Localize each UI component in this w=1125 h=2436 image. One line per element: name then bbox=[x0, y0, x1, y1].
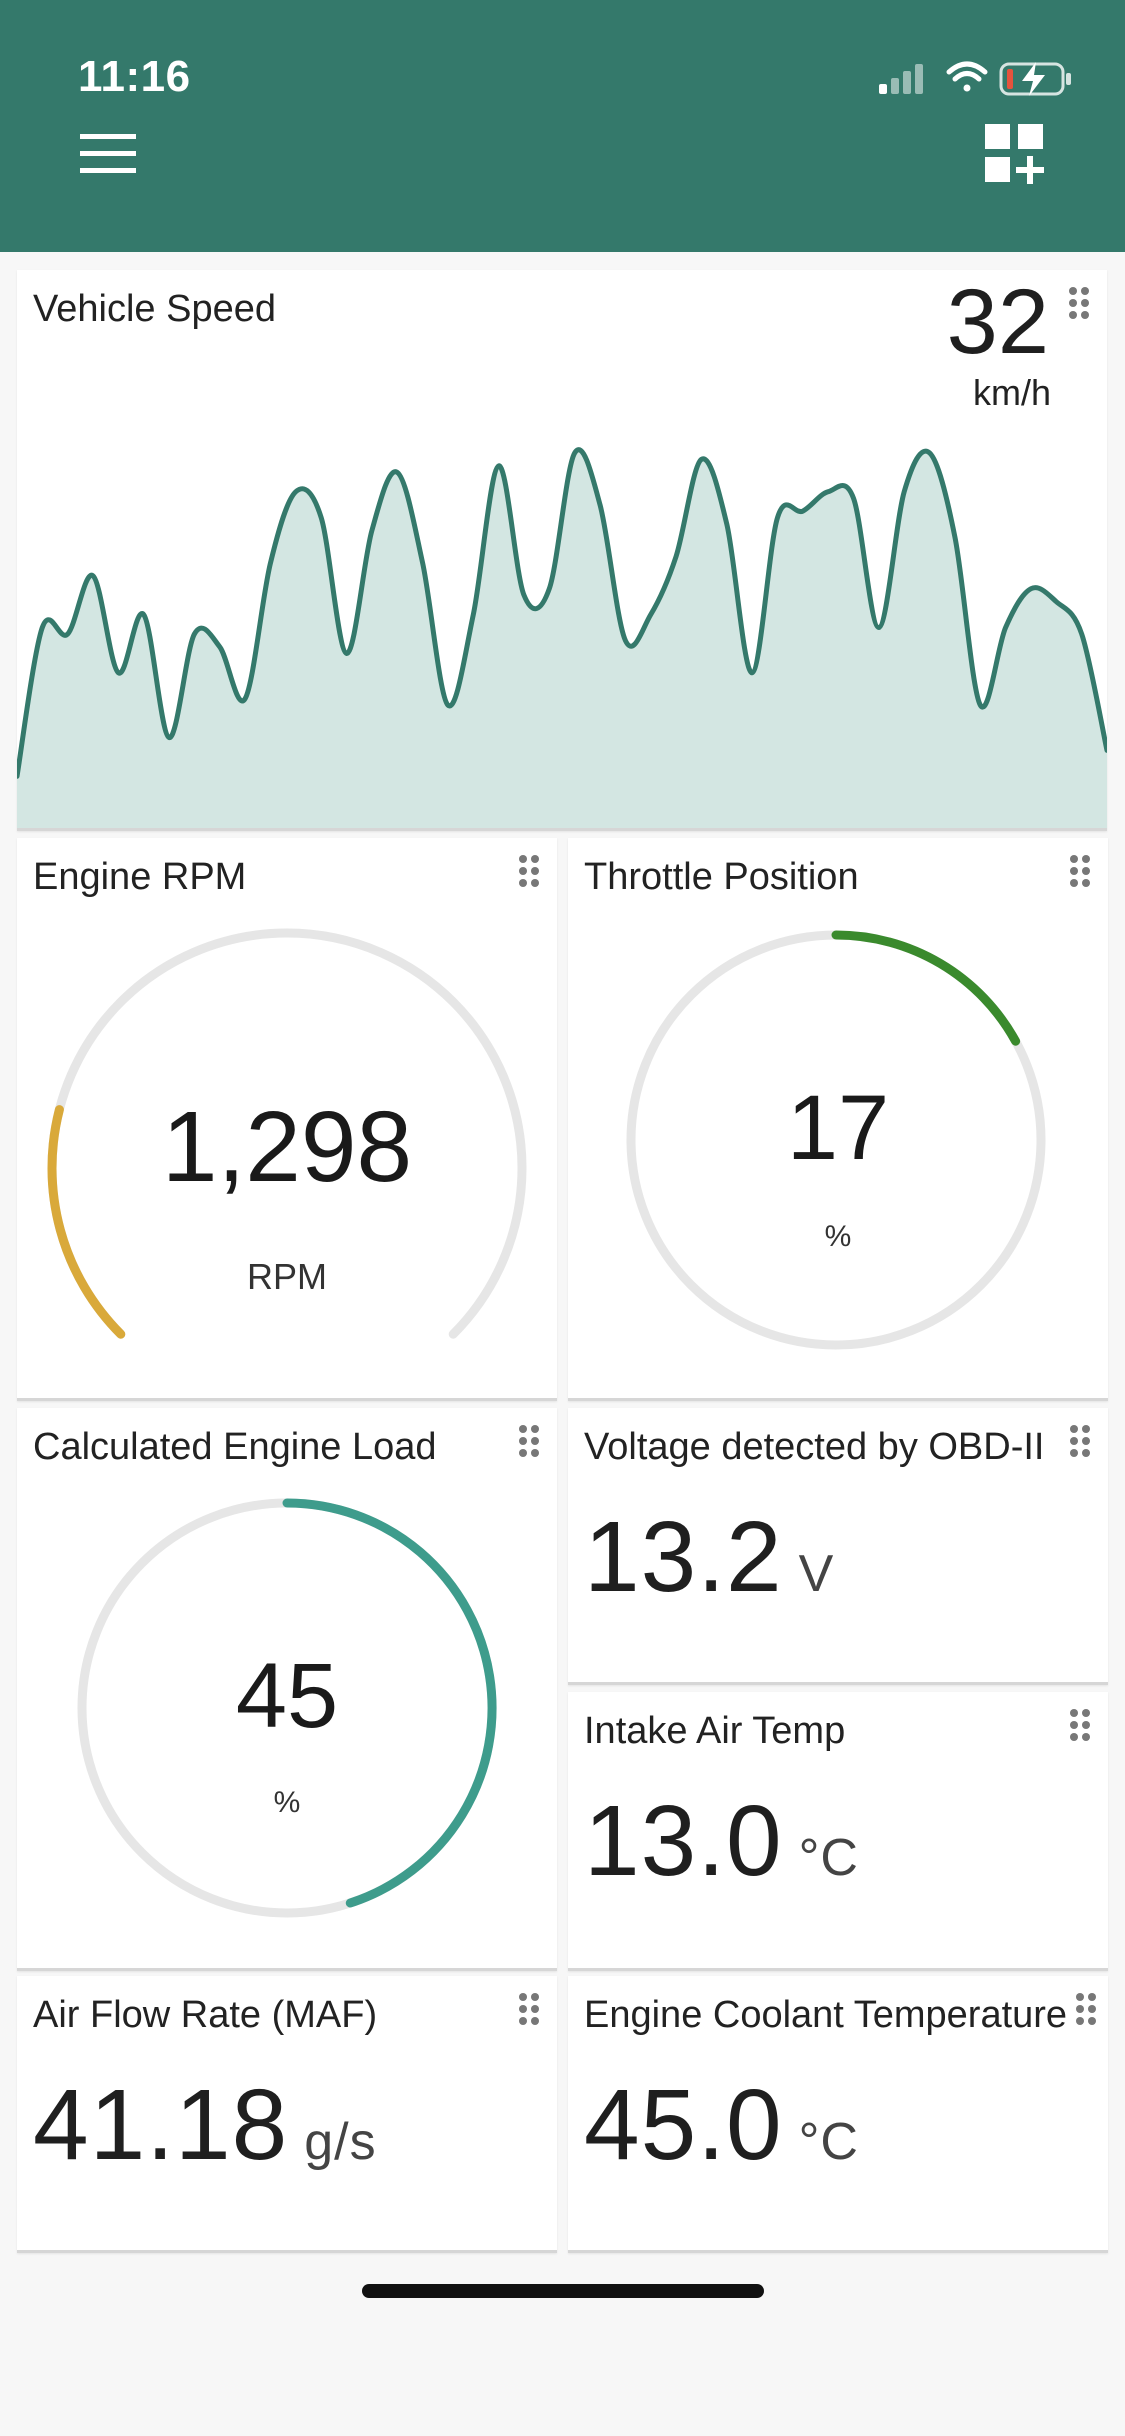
coolant-temp-card[interactable]: Engine Coolant Temperature 45.0 °C bbox=[568, 1976, 1108, 2253]
intake-air-temp-unit: °C bbox=[798, 1829, 859, 1887]
cellular-signal-icon bbox=[879, 64, 923, 94]
throttle-gauge bbox=[626, 930, 1046, 1350]
maf-unit: g/s bbox=[304, 2113, 377, 2171]
coolant-temp-title: Engine Coolant Temperature bbox=[584, 1994, 1068, 2036]
engine-load-value: 45 bbox=[235, 1645, 339, 1747]
rpm-gauge-arc bbox=[47, 1105, 126, 1339]
vehicle-speed-chart bbox=[17, 447, 1107, 828]
engine-load-title: Calculated Engine Load bbox=[33, 1426, 437, 1468]
rpm-unit: RPM bbox=[247, 1256, 327, 1297]
drag-handle-icon[interactable] bbox=[1068, 1424, 1092, 1458]
voltage-reading: 13.2 V bbox=[584, 1500, 834, 1615]
drag-handle-icon[interactable] bbox=[1074, 1992, 1098, 2026]
battery-charging-icon bbox=[999, 62, 1071, 96]
vehicle-speed-title: Vehicle Speed bbox=[33, 288, 276, 330]
app-header: 11:16 bbox=[0, 0, 1125, 252]
engine-load-unit: % bbox=[273, 1786, 301, 1819]
throttle-position-card[interactable]: Throttle Position 17 % bbox=[568, 838, 1108, 1401]
vehicle-speed-unit: km/h bbox=[972, 372, 1051, 413]
maf-value: 41.18 bbox=[33, 2069, 289, 2181]
wifi-icon bbox=[946, 61, 988, 92]
throttle-unit: % bbox=[824, 1220, 852, 1253]
intake-air-temp-card[interactable]: Intake Air Temp 13.0 °C bbox=[568, 1692, 1108, 1971]
coolant-temp-reading: 45.0 °C bbox=[584, 2068, 859, 2183]
maf-reading: 41.18 g/s bbox=[33, 2068, 377, 2183]
speed-line bbox=[17, 447, 1107, 779]
vehicle-speed-value: 32 bbox=[946, 271, 1049, 373]
coolant-temp-value: 45.0 bbox=[584, 2069, 783, 2181]
rpm-value: 1,298 bbox=[161, 1091, 413, 1203]
intake-air-temp-title: Intake Air Temp bbox=[584, 1710, 846, 1752]
maf-card[interactable]: Air Flow Rate (MAF) 41.18 g/s bbox=[17, 1976, 557, 2253]
voltage-unit: V bbox=[798, 1545, 835, 1603]
engine-rpm-card[interactable]: Engine RPM 1,298 RPM bbox=[17, 838, 557, 1401]
drag-handle-icon[interactable] bbox=[517, 1992, 541, 2026]
dashboard-add-icon[interactable] bbox=[985, 124, 1045, 184]
throttle-title: Throttle Position bbox=[584, 856, 859, 898]
home-indicator bbox=[362, 2284, 764, 2298]
maf-title: Air Flow Rate (MAF) bbox=[33, 1994, 378, 2036]
hamburger-menu-icon[interactable] bbox=[80, 134, 136, 174]
status-icons bbox=[879, 61, 1071, 96]
vehicle-speed-card[interactable]: Vehicle Speed 32 km/h bbox=[17, 270, 1107, 831]
voltage-value: 13.2 bbox=[584, 1501, 783, 1613]
speed-area bbox=[17, 449, 1107, 828]
throttle-value: 17 bbox=[786, 1077, 890, 1179]
throttle-gauge-arc bbox=[831, 930, 1021, 1046]
engine-load-gauge bbox=[77, 1498, 497, 1918]
engine-load-gauge-arc bbox=[282, 1498, 497, 1908]
drag-handle-icon[interactable] bbox=[1068, 1708, 1092, 1742]
drag-handle-icon[interactable] bbox=[517, 1424, 541, 1458]
engine-load-card[interactable]: Calculated Engine Load 45 % bbox=[17, 1408, 557, 1971]
coolant-temp-unit: °C bbox=[798, 2113, 859, 2171]
rpm-gauge bbox=[47, 928, 527, 1339]
drag-handle-icon[interactable] bbox=[517, 854, 541, 888]
intake-air-temp-reading: 13.0 °C bbox=[584, 1784, 859, 1899]
voltage-card[interactable]: Voltage detected by OBD-II 13.2 V bbox=[568, 1408, 1108, 1685]
engine-rpm-title: Engine RPM bbox=[33, 856, 247, 898]
status-time: 11:16 bbox=[78, 52, 191, 101]
voltage-title: Voltage detected by OBD-II bbox=[584, 1426, 1045, 1468]
intake-air-temp-value: 13.0 bbox=[584, 1785, 783, 1897]
drag-handle-icon[interactable] bbox=[1068, 854, 1092, 888]
drag-handle-icon[interactable] bbox=[1067, 286, 1091, 320]
